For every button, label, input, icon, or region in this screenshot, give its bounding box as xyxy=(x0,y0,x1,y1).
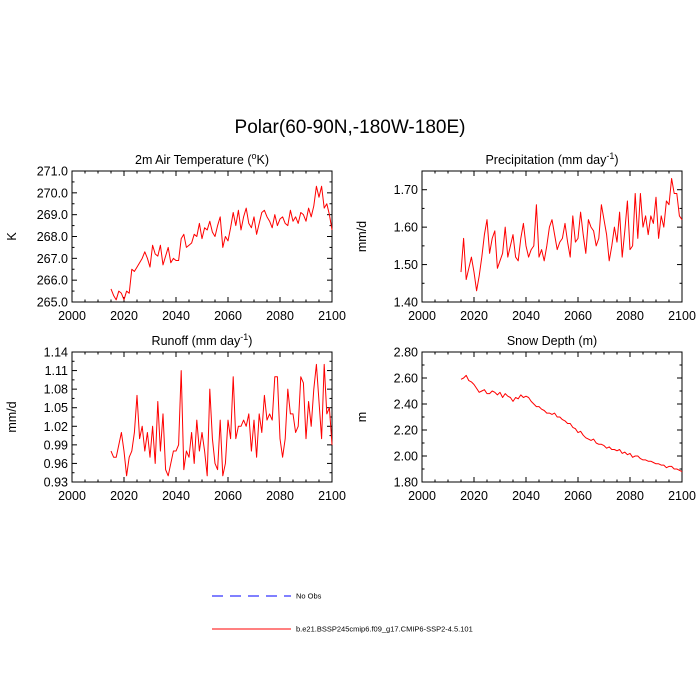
y-tick-label: 267.0 xyxy=(37,252,68,266)
x-tick-label: 2040 xyxy=(512,309,540,323)
y-axis-label-snow-depth: m xyxy=(355,412,369,422)
panel-title-suffix: ) xyxy=(248,334,252,348)
panel-title-precipitation: Precipitation (mm day-1) xyxy=(485,151,618,167)
x-tick-label: 2100 xyxy=(668,309,696,323)
panel-title-air-temperature: 2m Air Temperature (oK) xyxy=(135,151,269,167)
x-tick-label: 2100 xyxy=(318,309,346,323)
y-tick-label: 270.0 xyxy=(37,186,68,200)
y-tick-label: 0.99 xyxy=(44,438,68,452)
x-tick-label: 2000 xyxy=(58,489,86,503)
x-tick-label: 2020 xyxy=(460,489,488,503)
chart-panel-air-temperature: 2m Air Temperature (oK) 2000 2020 2040 2060 2… xyxy=(5,151,346,323)
y-tick-label: 1.02 xyxy=(44,420,68,434)
y-axis-label-precipitation: mm/d xyxy=(355,221,369,252)
y-tick-label: 266.0 xyxy=(37,274,68,288)
panel-title-text: Precipitation (mm day xyxy=(485,153,607,167)
y-tick-label: 2.00 xyxy=(394,450,418,464)
x-tick-label: 2080 xyxy=(616,309,644,323)
y-tick-label: 271.0 xyxy=(37,165,68,179)
chart-panel-snow-depth: Snow Depth (m) 2000 2020 2040 2060 2080 2100 1.… xyxy=(355,334,696,503)
x-tick-label: 2000 xyxy=(408,309,436,323)
x-tick-label: 2100 xyxy=(668,489,696,503)
y-tick-label: 0.93 xyxy=(44,476,68,490)
x-tick-label: 2040 xyxy=(512,489,540,503)
y-tick-label: 0.96 xyxy=(44,457,68,471)
y-tick-label: 2.20 xyxy=(394,424,418,438)
series-line-air-temperature xyxy=(110,185,333,301)
x-tick-label: 2080 xyxy=(266,309,294,323)
y-tick-label: 1.70 xyxy=(394,183,418,197)
x-tick-label: 2100 xyxy=(318,489,346,503)
legend-label: b.e21.BSSP245cmip6.f09_g17.CMIP6-SSP2-4.… xyxy=(296,625,473,634)
x-tick-label: 2060 xyxy=(214,309,242,323)
series-line-precipitation xyxy=(460,177,683,292)
y-tick-label: 1.11 xyxy=(45,364,68,378)
legend-item: No Obs xyxy=(212,592,322,601)
panel-title-superscript: o xyxy=(251,151,256,161)
x-tick-label: 2080 xyxy=(616,489,644,503)
y-tick-label: 1.05 xyxy=(44,401,68,415)
x-tick-label: 2040 xyxy=(162,309,190,323)
x-tick-label: 2060 xyxy=(214,489,242,503)
y-tick-label: 1.40 xyxy=(394,296,418,310)
x-tick-label: 2040 xyxy=(162,489,190,503)
chart-panel-runoff: Runoff (mm day-1) 2000 2020 2040 2060 2080 210… xyxy=(5,332,346,503)
y-tick-label: 1.80 xyxy=(394,476,418,490)
series-line-runoff xyxy=(110,363,333,477)
y-tick-label: 2.80 xyxy=(394,346,418,360)
figure-title: Polar(60-90N,-180W-180E) xyxy=(235,117,466,138)
panel-title-superscript: -1 xyxy=(240,332,248,342)
plot-frame-precipitation xyxy=(421,170,683,303)
legend-item: b.e21.BSSP245cmip6.f09_g17.CMIP6-SSP2-4.… xyxy=(212,625,473,634)
legend: No Obs b.e21.BSSP245cmip6.f09_g17.CMIP6-S… xyxy=(212,592,473,634)
panel-title-suffix: ) xyxy=(614,153,618,167)
x-tick-label: 2020 xyxy=(460,309,488,323)
x-tick-label: 2020 xyxy=(110,309,138,323)
panel-title-text: Snow Depth (m) xyxy=(507,334,597,348)
x-tick-label: 2020 xyxy=(110,489,138,503)
legend-label: No Obs xyxy=(296,592,322,601)
x-tick-label: 2060 xyxy=(564,489,592,503)
y-axis-label-air-temperature: K xyxy=(5,232,19,241)
chart-panel-precipitation: Precipitation (mm day-1) 2000 2020 2040 2060… xyxy=(355,151,696,323)
x-tick-label: 2060 xyxy=(564,309,592,323)
x-tick-label: 2000 xyxy=(58,309,86,323)
y-tick-label: 265.0 xyxy=(37,296,68,310)
y-tick-label: 1.08 xyxy=(44,383,68,397)
panel-title-text: 2m Air Temperature ( xyxy=(135,153,252,167)
y-tick-label: 268.0 xyxy=(37,230,68,244)
y-tick-label: 2.60 xyxy=(394,372,418,386)
panel-title-superscript: -1 xyxy=(606,151,614,161)
plot-frame-snow-depth xyxy=(421,351,683,483)
y-axis-label-runoff: mm/d xyxy=(5,401,19,432)
panel-title-snow-depth: Snow Depth (m) xyxy=(507,334,597,348)
y-tick-label: 1.50 xyxy=(394,258,418,272)
panel-title-suffix: K) xyxy=(257,153,270,167)
x-tick-label: 2000 xyxy=(408,489,436,503)
x-tick-label: 2080 xyxy=(266,489,294,503)
panel-title-text: Runoff (mm day xyxy=(152,334,241,348)
chart-panels: 2m Air Temperature (oK)2000 2020 2040 2060 2… xyxy=(5,151,696,503)
y-tick-label: 269.0 xyxy=(37,208,68,222)
panel-title-runoff: Runoff (mm day-1) xyxy=(152,332,253,348)
y-tick-label: 1.14 xyxy=(44,346,68,360)
series-line-snow-depth xyxy=(460,374,683,473)
y-tick-label: 1.60 xyxy=(394,221,418,235)
y-tick-label: 2.40 xyxy=(394,398,418,412)
